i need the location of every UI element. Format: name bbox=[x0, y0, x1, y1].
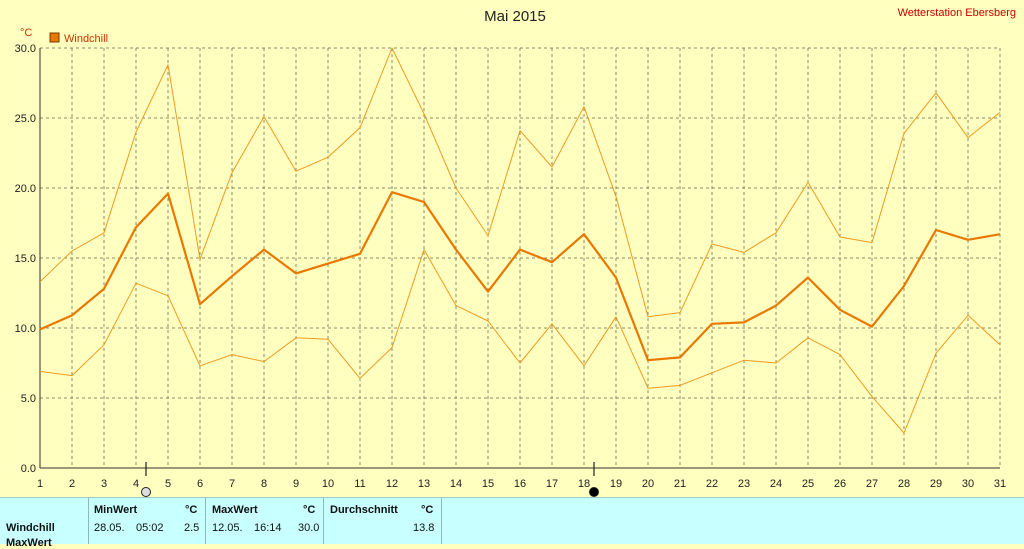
station-name: Wetterstation Ebersberg bbox=[898, 7, 1016, 19]
max-date: 12.05. bbox=[212, 522, 243, 534]
legend-label: Windchill bbox=[64, 33, 108, 45]
x-tick-label: 22 bbox=[706, 478, 718, 490]
x-tick-label: 10 bbox=[322, 478, 334, 490]
x-tick-label: 31 bbox=[994, 478, 1006, 490]
x-tick-label: 6 bbox=[197, 478, 203, 490]
series-line-min bbox=[39, 249, 1001, 434]
y-tick-label: 0.0 bbox=[21, 463, 36, 475]
x-tick-label: 25 bbox=[802, 478, 814, 490]
x-tick-label: 24 bbox=[770, 478, 782, 490]
y-tick-label: 10.0 bbox=[15, 323, 36, 335]
max-time: 16:14 bbox=[254, 522, 282, 534]
stats-table: MinWert °C MaxWert °C Durchschnitt °C Wi… bbox=[0, 497, 1024, 549]
x-tick-label: 1 bbox=[37, 478, 43, 490]
min-time: 05:02 bbox=[136, 522, 164, 534]
series-line-max bbox=[39, 47, 1001, 318]
x-tick-label: 2 bbox=[69, 478, 75, 490]
y-tick-label: 20.0 bbox=[15, 183, 36, 195]
first-quarter-moon-icon bbox=[141, 487, 151, 497]
x-tick-label: 20 bbox=[642, 478, 654, 490]
x-tick-label: 4 bbox=[133, 478, 139, 490]
x-tick-label: 23 bbox=[738, 478, 750, 490]
chart-title: Mai 2015 bbox=[484, 8, 546, 25]
x-tick-label: 5 bbox=[165, 478, 171, 490]
x-tick-label: 28 bbox=[898, 478, 910, 490]
row-label-2: MaxWert bbox=[6, 537, 52, 549]
x-tick-label: 16 bbox=[514, 478, 526, 490]
avg-value: 13.8 bbox=[413, 522, 435, 534]
x-tick-label: 14 bbox=[450, 478, 462, 490]
chart-area: Mai 2015 Wetterstation Ebersberg °C Wind… bbox=[15, 7, 1016, 497]
x-tick-label: 18 bbox=[578, 478, 590, 490]
max-value: 30.0 bbox=[298, 522, 320, 534]
x-tick-label: 9 bbox=[293, 478, 299, 490]
x-tick-label: 17 bbox=[546, 478, 558, 490]
x-tick-label: 3 bbox=[101, 478, 107, 490]
min-date: 28.05. bbox=[94, 522, 125, 534]
x-tick-label: 8 bbox=[261, 478, 267, 490]
x-tick-label: 30 bbox=[962, 478, 974, 490]
grid bbox=[40, 47, 1001, 468]
x-tick-label: 29 bbox=[930, 478, 942, 490]
series bbox=[39, 47, 1001, 434]
y-tick-label: 25.0 bbox=[15, 113, 36, 125]
axes: 0.05.010.015.020.025.030.01 2 3 4 5 6 7 8 9 10 11 1… bbox=[15, 43, 1007, 490]
x-tick-label: 26 bbox=[834, 478, 846, 490]
row-label: Windchill bbox=[6, 522, 55, 534]
x-tick-label: 7 bbox=[229, 478, 235, 490]
col-avg-header: Durchschnitt bbox=[330, 504, 398, 516]
y-tick-label: 15.0 bbox=[15, 253, 36, 265]
min-value: 2.5 bbox=[184, 522, 200, 534]
x-tick-label: 19 bbox=[610, 478, 622, 490]
y-tick-label: 30.0 bbox=[15, 43, 36, 55]
x-tick-label: 13 bbox=[418, 478, 430, 490]
legend-swatch bbox=[49, 32, 60, 43]
y-tick-label: 5.0 bbox=[21, 393, 36, 405]
series-line-windchill bbox=[39, 191, 1001, 362]
windchill-chart: Mai 2015 Wetterstation Ebersberg °C Wind… bbox=[15, 7, 1016, 497]
col-min-header: MinWert bbox=[94, 504, 138, 516]
new-moon-icon bbox=[589, 487, 599, 497]
col-min-unit: °C bbox=[185, 504, 198, 516]
x-tick-label: 27 bbox=[866, 478, 878, 490]
col-max-unit: °C bbox=[303, 504, 316, 516]
x-tick-label: 12 bbox=[386, 478, 398, 490]
col-avg-unit: °C bbox=[421, 504, 434, 516]
col-max-header: MaxWert bbox=[212, 504, 258, 516]
moon-markers bbox=[141, 462, 599, 497]
x-tick-label: 11 bbox=[354, 478, 365, 490]
y-unit: °C bbox=[20, 27, 32, 39]
x-tick-label: 15 bbox=[482, 478, 494, 490]
x-tick-label: 21 bbox=[674, 478, 686, 490]
